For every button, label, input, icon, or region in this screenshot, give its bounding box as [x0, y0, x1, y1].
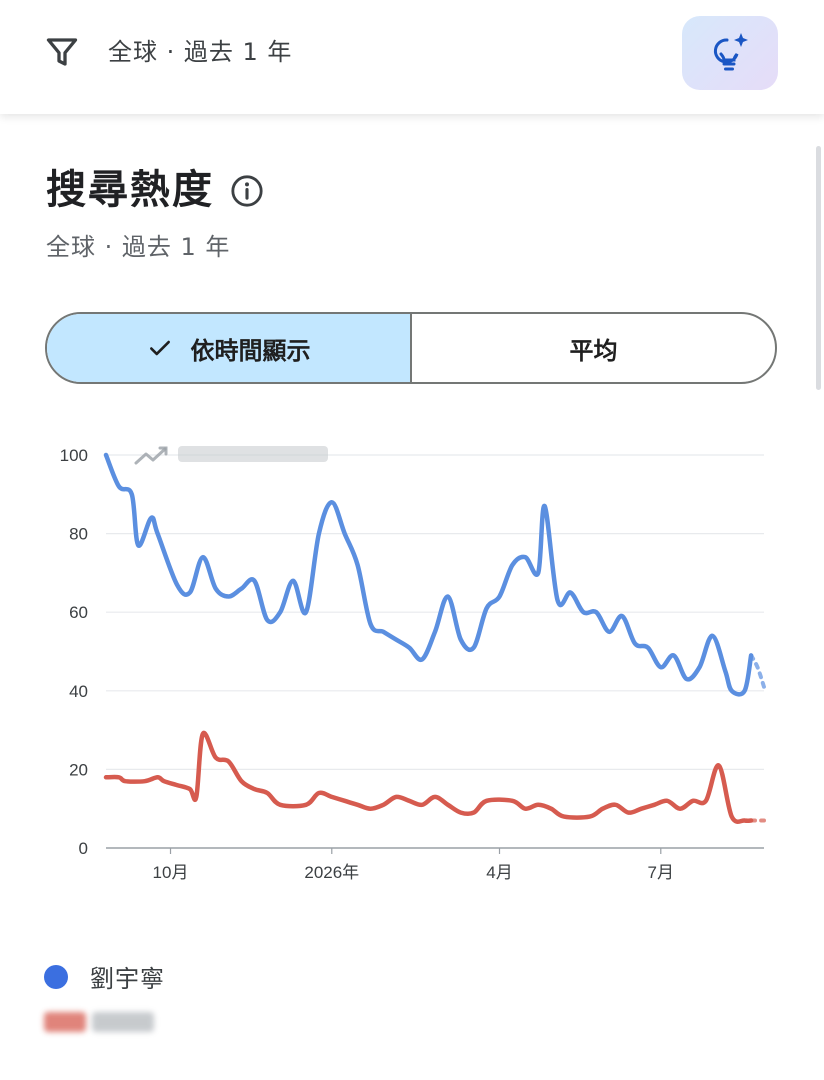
toggle-average[interactable]: 平均 [412, 314, 775, 382]
card-title: 搜尋熱度 [46, 167, 214, 213]
trend-overlay [134, 446, 328, 465]
toggle-average-label: 平均 [569, 336, 618, 365]
view-toggle: 依時間顯示 平均 [45, 312, 777, 384]
check-icon [149, 340, 170, 356]
interest-over-time-chart[interactable]: 100 80 60 40 20 0 10月 2026年 4月 7月 [0, 400, 824, 900]
y-tick-label: 80 [69, 525, 88, 544]
y-tick-label: 20 [69, 760, 88, 779]
series-line-2[interactable] [103, 730, 754, 824]
x-tick-label: 7月 [648, 863, 674, 882]
y-tick-label: 100 [60, 446, 88, 465]
y-tick-label: 0 [79, 839, 88, 858]
x-tick-label: 10月 [153, 863, 189, 882]
series-line-1[interactable] [103, 452, 754, 697]
legend-dot-2 [44, 1012, 86, 1032]
y-tick-label: 60 [69, 603, 88, 622]
redacted-label [178, 446, 328, 462]
toggle-over-time-label: 依時間顯示 [190, 336, 311, 365]
scrollbar[interactable] [816, 146, 821, 390]
y-tick-label: 40 [69, 682, 88, 701]
ai-insights-button[interactable] [682, 16, 778, 90]
series-partial-1 [749, 653, 766, 689]
x-tick-label: 2026年 [304, 863, 359, 882]
filter-summary[interactable]: 全球 · 過去 1 年 [108, 38, 293, 66]
x-tick-label: 4月 [486, 863, 512, 882]
lightbulb-sparkle-icon [714, 33, 748, 71]
legend-item-2 [44, 1012, 154, 1032]
legend-item-1: 劉宇寧 [44, 959, 165, 994]
filter-icon[interactable] [44, 34, 80, 70]
redacted-legend-label [92, 1012, 154, 1032]
filter-bar: 全球 · 過去 1 年 [0, 0, 824, 114]
trending-icon [134, 447, 167, 465]
card-subtitle: 全球 · 過去 1 年 [46, 233, 231, 261]
toggle-over-time[interactable]: 依時間顯示 [47, 314, 412, 382]
legend-label-1: 劉宇寧 [90, 965, 165, 993]
trending-icon-arrow [158, 446, 168, 456]
legend-dot-1 [44, 964, 68, 989]
info-icon[interactable] [230, 174, 264, 208]
